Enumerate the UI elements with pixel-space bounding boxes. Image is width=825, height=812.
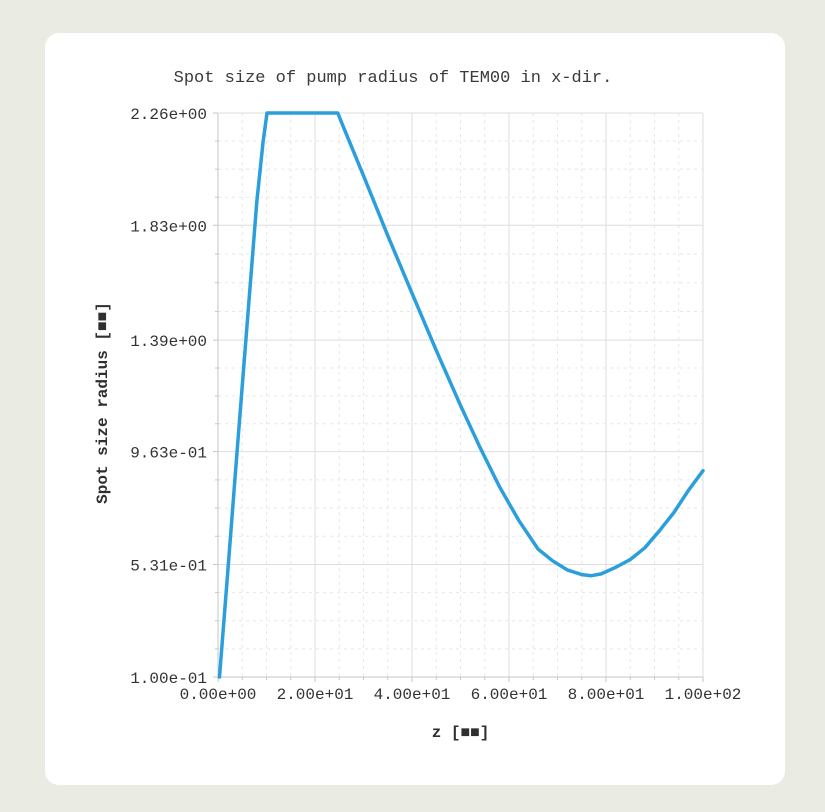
x-tick-label: 4.00e+01 [374,686,451,704]
x-tick-label: 2.00e+01 [277,686,354,704]
y-tick-label: 1.00e-01 [130,670,207,688]
x-axis-label: z [■■] [431,724,490,742]
chart-card: Spot size of pump radius of TEM00 in x-d… [45,33,785,785]
plot-area: 0.00e+00 2.00e+01 4.00e+01 6.00e+01 8.00e+01… [130,106,742,704]
y-tick-label: 5.31e-01 [130,557,207,575]
chart-title: Spot size of pump radius of TEM00 in x-d… [173,69,613,88]
x-tick-label: 0.00e+00 [180,686,257,704]
x-tick-label: 6.00e+01 [471,686,548,704]
y-tick-label: 2.26e+00 [130,106,207,124]
x-tick-label: 1.00e+02 [665,686,742,704]
y-tick-label: 1.39e+00 [130,333,207,351]
y-tick-label: 1.83e+00 [130,218,207,236]
x-tick-label: 8.00e+01 [568,686,645,704]
y-tick-label: 9.63e-01 [130,445,207,463]
series-line [217,111,705,679]
